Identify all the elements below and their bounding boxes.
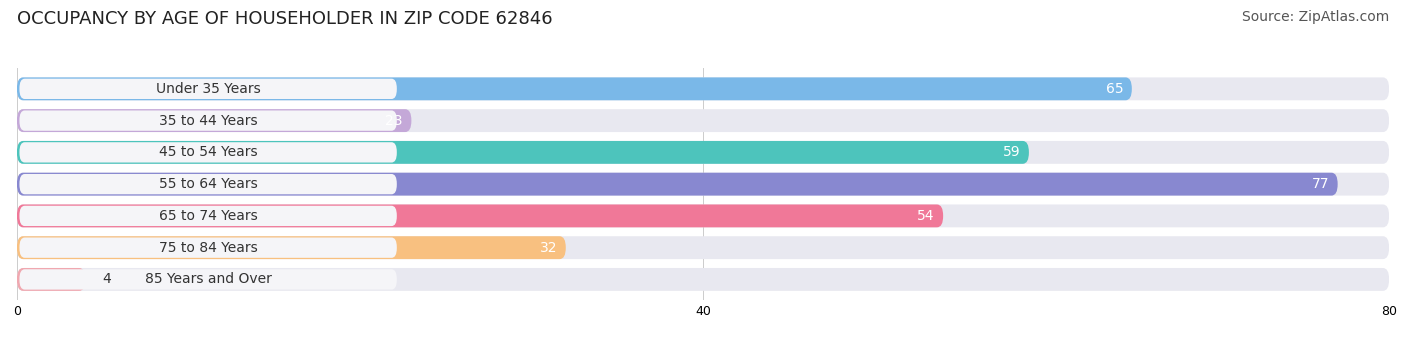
Text: 59: 59 [1002, 145, 1021, 159]
FancyBboxPatch shape [17, 173, 1389, 196]
FancyBboxPatch shape [17, 141, 1029, 164]
FancyBboxPatch shape [20, 142, 396, 163]
Text: 65 to 74 Years: 65 to 74 Years [159, 209, 257, 223]
FancyBboxPatch shape [17, 77, 1132, 100]
FancyBboxPatch shape [17, 109, 412, 132]
Text: 45 to 54 Years: 45 to 54 Years [159, 145, 257, 159]
Text: 35 to 44 Years: 35 to 44 Years [159, 114, 257, 128]
FancyBboxPatch shape [20, 174, 396, 194]
Text: Source: ZipAtlas.com: Source: ZipAtlas.com [1241, 10, 1389, 24]
FancyBboxPatch shape [17, 109, 1389, 132]
FancyBboxPatch shape [17, 205, 1389, 227]
Text: 77: 77 [1312, 177, 1329, 191]
FancyBboxPatch shape [20, 79, 396, 99]
Text: 55 to 64 Years: 55 to 64 Years [159, 177, 257, 191]
FancyBboxPatch shape [20, 269, 396, 290]
FancyBboxPatch shape [17, 268, 86, 291]
Text: 4: 4 [103, 272, 111, 286]
FancyBboxPatch shape [17, 268, 1389, 291]
Text: Under 35 Years: Under 35 Years [156, 82, 260, 96]
Text: 23: 23 [385, 114, 402, 128]
Text: 32: 32 [540, 241, 557, 255]
FancyBboxPatch shape [20, 206, 396, 226]
Text: 85 Years and Over: 85 Years and Over [145, 272, 271, 286]
FancyBboxPatch shape [17, 141, 1389, 164]
Text: 65: 65 [1105, 82, 1123, 96]
FancyBboxPatch shape [17, 205, 943, 227]
FancyBboxPatch shape [17, 173, 1337, 196]
FancyBboxPatch shape [17, 236, 1389, 259]
Text: OCCUPANCY BY AGE OF HOUSEHOLDER IN ZIP CODE 62846: OCCUPANCY BY AGE OF HOUSEHOLDER IN ZIP C… [17, 10, 553, 28]
FancyBboxPatch shape [20, 237, 396, 258]
Text: 75 to 84 Years: 75 to 84 Years [159, 241, 257, 255]
FancyBboxPatch shape [17, 77, 1389, 100]
Text: 54: 54 [917, 209, 935, 223]
FancyBboxPatch shape [20, 110, 396, 131]
FancyBboxPatch shape [17, 236, 565, 259]
